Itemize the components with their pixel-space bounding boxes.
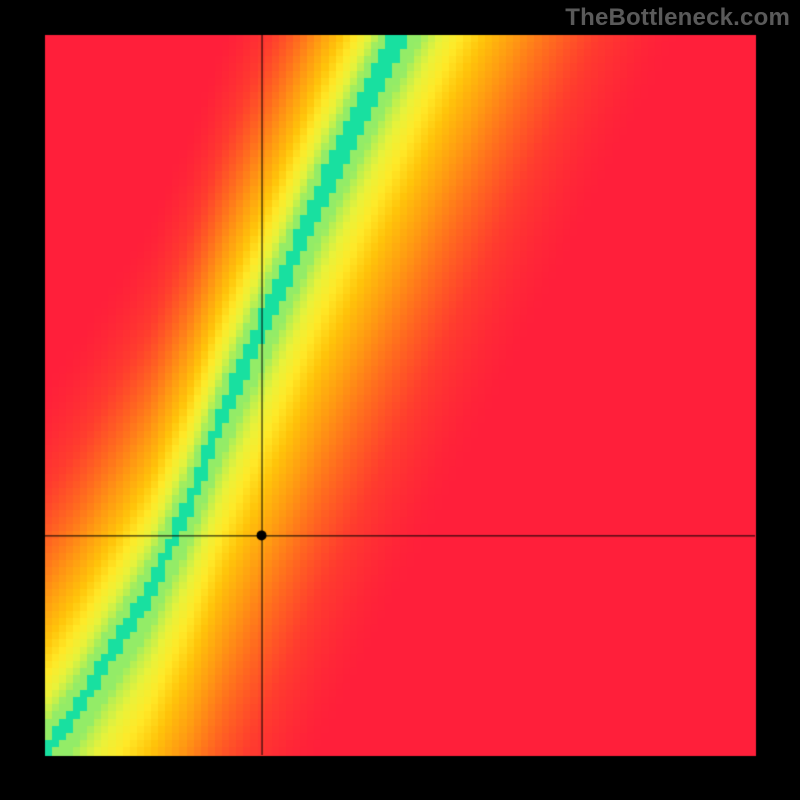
bottleneck-heatmap <box>0 0 800 800</box>
watermark-text: TheBottleneck.com <box>565 4 790 32</box>
